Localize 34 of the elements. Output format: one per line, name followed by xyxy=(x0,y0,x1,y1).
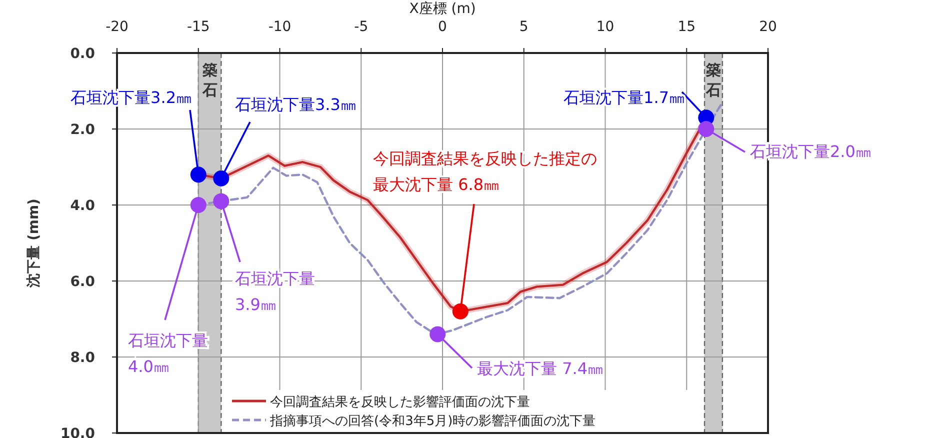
annotation: 石垣沈下量3.3㎜ xyxy=(235,95,356,114)
point xyxy=(190,166,206,183)
x-tick-label: 15 xyxy=(678,19,696,35)
x-axis-title: X座標 (m) xyxy=(409,1,476,17)
y-tick-label: 2.0 xyxy=(70,122,96,138)
point xyxy=(213,170,230,186)
annotation: 石垣沈下量1.7㎜ xyxy=(564,88,685,107)
legend-label: 指摘事項への回答(令和3年5月)時の影響評価面の沈下量 xyxy=(269,414,596,429)
x-tick-label: -10 xyxy=(268,19,292,35)
point xyxy=(213,193,230,210)
y-tick-label: 10.0 xyxy=(60,426,96,438)
annotation: 最大沈下量 7.4㎜ xyxy=(477,359,604,378)
y-tick-label: 6.0 xyxy=(70,274,96,290)
x-tick-label: 5 xyxy=(519,19,528,35)
y-axis-title: 沈下量 (mm) xyxy=(26,198,42,288)
x-tick-label: -5 xyxy=(354,19,368,35)
point xyxy=(430,326,446,342)
annotation: 今回調査結果を反映した推定の最大沈下量 6.8㎜ xyxy=(373,149,597,194)
legend-label: 今回調査結果を反映した影響評価面の沈下量 xyxy=(270,395,530,410)
y-tick-label: 0.0 xyxy=(70,46,96,62)
point xyxy=(190,197,206,213)
point xyxy=(452,303,468,320)
x-tick-label: 0 xyxy=(438,19,447,35)
x-tick-label: 20 xyxy=(759,19,777,35)
x-tick-label: 10 xyxy=(596,19,614,35)
annotation: 石垣沈下量 3.9㎜ xyxy=(235,269,315,314)
annotation: 石垣沈下量 4.0㎜ xyxy=(128,331,208,376)
y-tick-label: 4.0 xyxy=(70,198,96,214)
point xyxy=(698,121,714,137)
x-tick-label: -15 xyxy=(186,19,210,35)
y-tick-label: 8.0 xyxy=(70,350,96,366)
x-tick-label: -20 xyxy=(106,19,128,35)
band-label: 築石 xyxy=(201,61,218,99)
band-label: 築石 xyxy=(704,61,721,99)
